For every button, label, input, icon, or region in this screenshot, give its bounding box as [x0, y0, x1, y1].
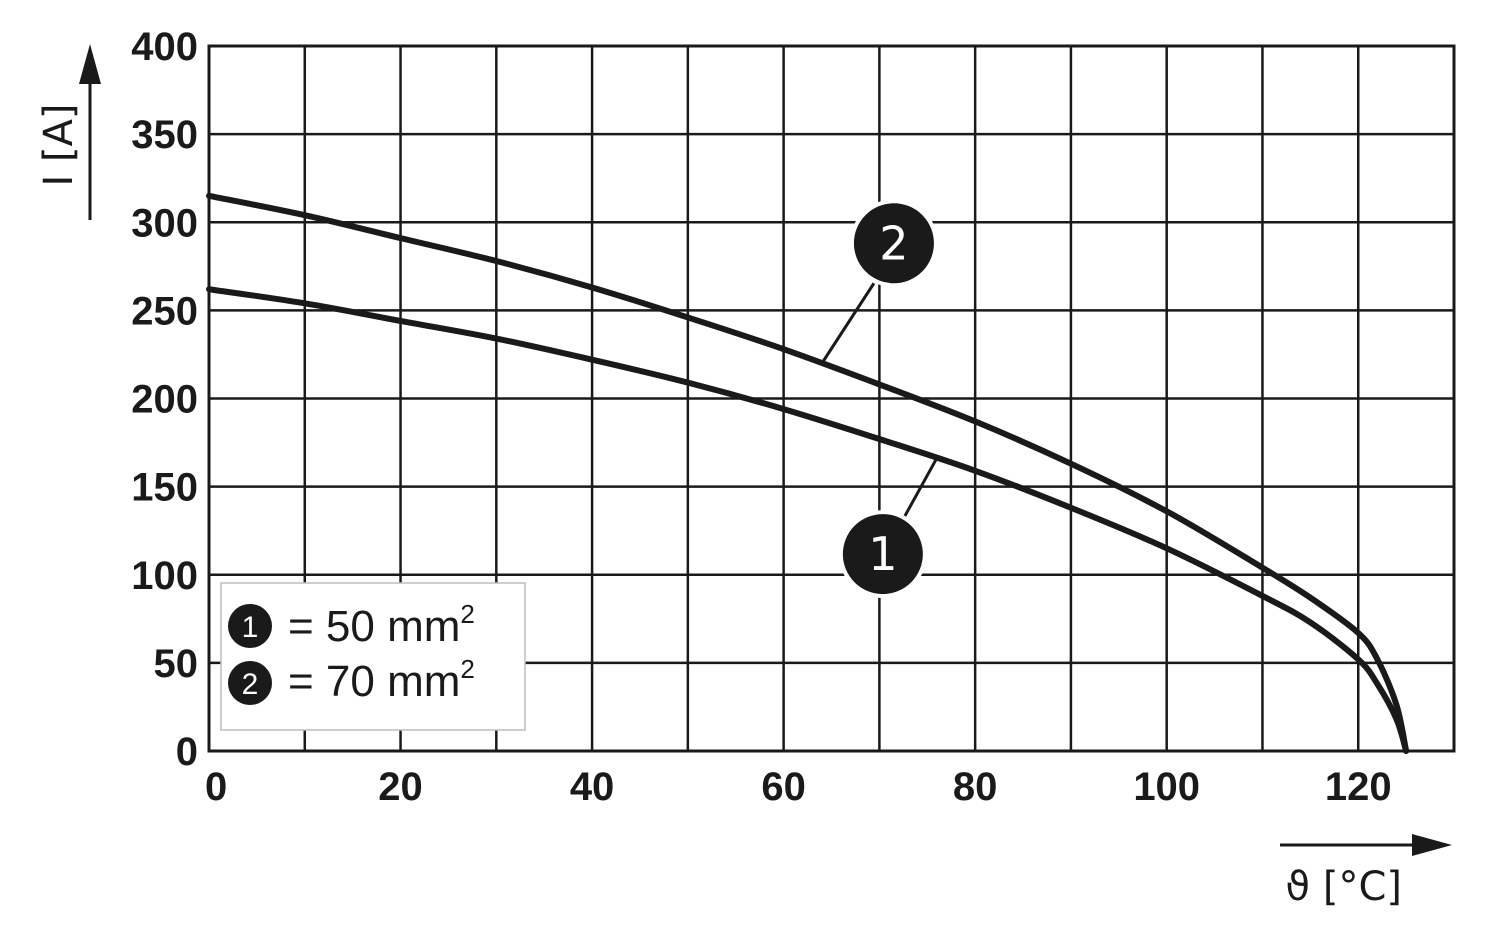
y-tick-label: 250 [131, 289, 198, 333]
x-tick-label: 80 [953, 765, 998, 809]
annotation-leader-1 [903, 457, 939, 517]
x-tick-label: 40 [570, 765, 615, 809]
legend: 1 = 50 mm2 2 = 70 mm2 [220, 582, 526, 731]
legend-marker-1-label: 1 [242, 611, 259, 644]
legend-marker-1 [228, 604, 272, 648]
y-tick-label: 100 [131, 554, 198, 598]
y-tick-label: 50 [154, 642, 199, 686]
legend-marker-2-label: 2 [242, 668, 259, 701]
annotation-label-1: 1 [868, 527, 897, 581]
x-tick-label: 100 [1133, 765, 1200, 809]
legend-marker-2 [228, 661, 272, 705]
x-axis-arrow-head [1412, 834, 1452, 856]
x-axis-label: ϑ [°C] [1285, 864, 1402, 910]
legend-item-1: 1 = 50 mm2 [228, 599, 475, 651]
y-axis-label-group: I [A] [36, 44, 101, 220]
y-tick-label: 400 [131, 25, 198, 69]
y-tick-label: 200 [131, 378, 198, 422]
x-tick-label: 0 [205, 765, 227, 809]
x-tick-label: 60 [761, 765, 806, 809]
y-tick-label: 0 [176, 730, 198, 774]
y-tick-label: 300 [131, 201, 198, 245]
tick-labels: 0 20 40 60 80 100 120 0 50 100 150 200 250 300 350 400 [131, 25, 1391, 809]
y-tick-label: 150 [131, 466, 198, 510]
legend-item-2: 2 = 70 mm2 [228, 654, 475, 706]
legend-text-2: = 70 mm2 [288, 654, 475, 706]
y-axis-arrow-head [79, 44, 101, 84]
legend-sup-1: 2 [460, 599, 474, 629]
series-line-1 [206, 286, 1410, 754]
x-axis-label-group: ϑ [°C] [1280, 834, 1452, 910]
y-tick-label: 350 [131, 113, 198, 157]
y-axis-label: I [A] [36, 103, 82, 186]
series-line-2 [206, 192, 1410, 754]
annotation-label-2: 2 [879, 216, 908, 270]
legend-sup-2: 2 [460, 654, 474, 684]
x-tick-label: 20 [378, 765, 423, 809]
grid [209, 46, 1454, 751]
legend-text-1: = 50 mm2 [288, 599, 475, 651]
plot-frame [207, 44, 1456, 753]
x-tick-label: 120 [1325, 765, 1392, 809]
curves [206, 192, 1410, 754]
annotation-marker-2 [849, 199, 938, 288]
annotation-marker-1 [838, 510, 927, 599]
annotations: 21 [820, 199, 939, 599]
annotation-leader-2 [820, 282, 876, 365]
legend-box [220, 582, 526, 731]
